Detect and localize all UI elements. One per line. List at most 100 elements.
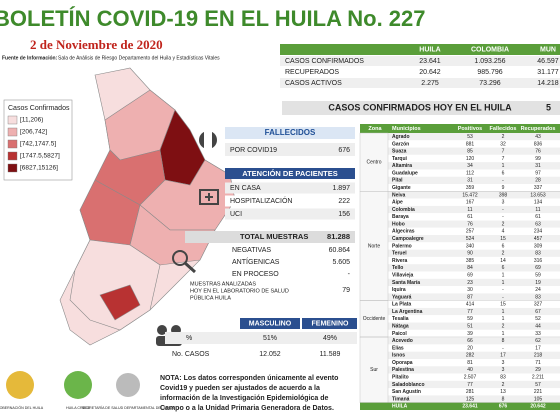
municipal-value: 61 bbox=[467, 214, 473, 220]
municipal-value: 19 bbox=[535, 280, 541, 286]
sex-row bbox=[165, 348, 357, 360]
municipal-value: 1 bbox=[502, 280, 505, 286]
municipal-value: 59 bbox=[467, 316, 473, 322]
municipal-row bbox=[388, 249, 560, 257]
municipal-value: 134 bbox=[534, 200, 543, 206]
care-value: 1.897 bbox=[332, 185, 350, 192]
map-region bbox=[69, 239, 161, 331]
municipal-value: 1 bbox=[502, 316, 505, 322]
summary-value: 20.642 bbox=[419, 69, 441, 76]
municipal-value: 62 bbox=[535, 338, 541, 344]
municipal-value: 6 bbox=[502, 265, 505, 271]
municipal-row bbox=[388, 162, 560, 170]
lab-label: PÚBLICA HUILA bbox=[190, 294, 231, 301]
municipality: Timaná bbox=[392, 396, 410, 402]
legend-label: [6827,15126] bbox=[20, 165, 58, 172]
municipality: Garzón bbox=[392, 141, 409, 147]
care-label: HOSPITALIZACIÓN bbox=[230, 196, 293, 205]
municipal-row bbox=[388, 205, 560, 214]
municipal-value: 51 bbox=[467, 323, 473, 329]
municipal-value: 398 bbox=[499, 192, 508, 198]
municipal-value: 2.211 bbox=[532, 375, 544, 381]
municipality: Tarqui bbox=[392, 156, 408, 162]
care-label: UCI bbox=[230, 211, 242, 218]
legend-label: [11,206) bbox=[20, 117, 43, 124]
summary-value: 73.296 bbox=[479, 80, 501, 87]
municipal-row bbox=[388, 133, 560, 141]
municipal-value: 2 bbox=[502, 251, 505, 257]
summary-label: RECUPERADOS bbox=[285, 69, 339, 76]
legend-label: [742,1747.5] bbox=[20, 141, 56, 148]
legend-label: [206,742] bbox=[20, 129, 47, 136]
municipality: Neiva bbox=[392, 192, 406, 198]
municipal-value: 32 bbox=[500, 141, 506, 147]
note-line: Campo o a la Unidad Primaria Generadora … bbox=[160, 405, 334, 412]
municipal-value: 8 bbox=[502, 338, 505, 344]
zone-name: Norte bbox=[368, 243, 380, 249]
note-line: NOTA: Los datos corresponden únicamente … bbox=[160, 375, 338, 382]
sex-label: No. CASOS bbox=[172, 351, 210, 358]
care-icon bbox=[199, 189, 219, 205]
today-value: 5 bbox=[546, 102, 551, 112]
municipal-column: Municipios bbox=[392, 126, 421, 132]
zone-name: Occidente bbox=[363, 316, 386, 322]
municipal-value: 2.507 bbox=[464, 375, 477, 381]
municipal-value: 52 bbox=[535, 316, 541, 322]
legend-swatch bbox=[7, 151, 18, 161]
municipal-value: 3 bbox=[502, 360, 505, 366]
municipality: Pitalito bbox=[392, 375, 409, 381]
municipal-value: 59 bbox=[535, 272, 541, 278]
municipality: Acevedo bbox=[392, 338, 413, 344]
municipal-value: - bbox=[502, 294, 504, 300]
date: 2 de Noviembre de 2020 bbox=[30, 37, 163, 52]
sex-value: 11.589 bbox=[320, 351, 341, 358]
municipality: Agrado bbox=[392, 134, 410, 140]
municipal-row bbox=[388, 322, 560, 330]
deaths-row bbox=[225, 143, 355, 156]
municipal-row bbox=[388, 300, 560, 308]
municipal-row bbox=[388, 329, 560, 338]
municipal-value: 13 bbox=[500, 389, 506, 395]
municipal-value: 11 bbox=[535, 207, 540, 213]
municipal-value: - bbox=[502, 214, 504, 220]
municipal-row bbox=[388, 169, 560, 177]
municipal-value: 337 bbox=[534, 185, 543, 191]
summary-label: CASOS ACTIVOS bbox=[285, 80, 342, 87]
municipality: Rivera bbox=[392, 258, 408, 264]
municipal-value: 30 bbox=[467, 287, 473, 293]
municipal-value: 8 bbox=[502, 396, 505, 402]
summary-value: 31.177 bbox=[537, 69, 559, 76]
municipal-value: 81 bbox=[467, 360, 473, 366]
municipal-column: Positivos bbox=[458, 126, 482, 132]
tests-value: 81.288 bbox=[327, 232, 350, 241]
municipal-value: 385 bbox=[466, 258, 475, 264]
sex-value: 49% bbox=[323, 335, 337, 342]
municipal-row bbox=[388, 366, 560, 374]
municipal-value: 85 bbox=[467, 149, 473, 155]
care-row bbox=[225, 208, 355, 220]
municipal-value: 125 bbox=[466, 396, 475, 402]
municipal-value: 83 bbox=[535, 294, 541, 300]
municipal-value: 316 bbox=[534, 258, 543, 264]
municipality: Altamira bbox=[392, 163, 412, 169]
municipal-row bbox=[388, 395, 560, 403]
municipal-value: 359 bbox=[466, 185, 475, 191]
municipal-row bbox=[388, 271, 560, 279]
deaths-title: FALLECIDOS bbox=[265, 128, 316, 137]
municipal-value: 23 bbox=[467, 280, 473, 286]
summary-value: 2.275 bbox=[421, 80, 439, 87]
municipality: Campoalegre bbox=[392, 236, 424, 242]
municipal-value: 218 bbox=[534, 353, 543, 359]
municipality: Palestina bbox=[392, 367, 414, 373]
municipal-value: 40 bbox=[467, 367, 473, 373]
municipal-value: 34 bbox=[467, 163, 473, 169]
municipal-value: 87 bbox=[467, 294, 473, 300]
municipal-value: 69 bbox=[535, 265, 541, 271]
summary-column: MUN bbox=[540, 46, 556, 53]
sex-row bbox=[165, 332, 357, 344]
municipal-value: 7 bbox=[502, 149, 505, 155]
total-label: HUILA bbox=[392, 404, 408, 410]
municipal-value: 112 bbox=[466, 170, 474, 176]
municipal-value: - bbox=[502, 207, 504, 213]
